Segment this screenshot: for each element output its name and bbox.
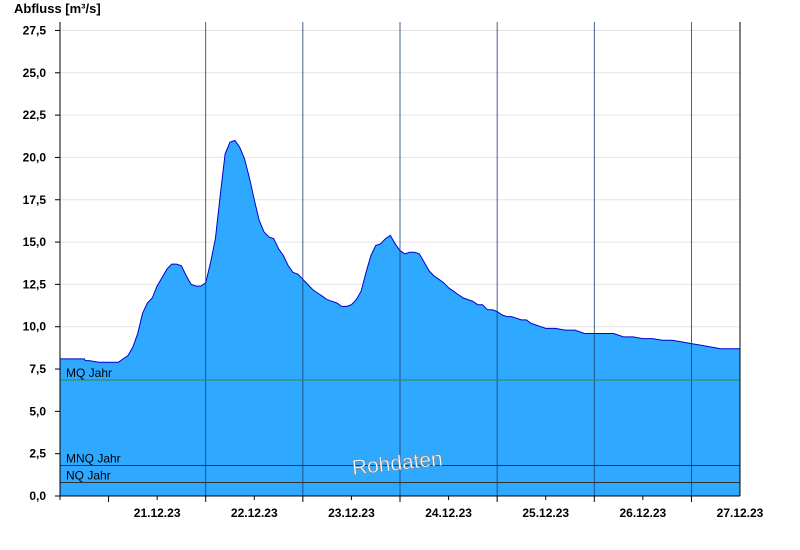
reference-line-label: MNQ Jahr [66,452,121,466]
y-tick-label: 22,5 [23,108,47,122]
axes [55,22,741,502]
y-tick-label: 0,0 [29,489,46,503]
x-tick-label: 24.12.23 [425,506,472,520]
x-tick-label: 27.12.23 [717,506,764,520]
y-axis-label: Abfluss [m³/s] [14,1,101,16]
y-tick-label: 25,0 [23,66,47,80]
x-tick-label: 26.12.23 [619,506,666,520]
discharge-line [60,139,740,363]
y-tick-label: 12,5 [23,277,47,291]
y-tick-label: 5,0 [29,404,46,418]
y-tick-label: 20,0 [23,150,47,164]
y-tick-label: 27,5 [23,23,47,37]
y-tick-label: 17,5 [23,193,47,207]
x-tick-label: 25.12.23 [522,506,569,520]
y-tick-labels: 0,0 2,5 5,0 7,5 10,0 12,5 15,0 17,5 20,0 22,5 25,0… [23,23,47,503]
x-tick-label: 23.12.23 [328,506,375,520]
y-tick-label: 7,5 [29,362,46,376]
y-tick-label: 15,0 [23,235,47,249]
reference-line-label: NQ Jahr [66,468,111,482]
x-tick-label: 22.12.23 [231,506,278,520]
day-divider-lines [205,22,692,496]
reference-line-label: MQ Jahr [66,366,112,380]
y-tick-label: 2,5 [29,447,46,461]
reference-lines: MQ Jahr MNQ Jahr NQ Jahr [60,366,740,483]
x-tick-labels: 21.12.23 22.12.23 23.12.23 24.12.23 25.12.23… [134,506,764,520]
x-tick-label: 21.12.23 [134,506,181,520]
y-tick-label: 10,0 [23,320,47,334]
